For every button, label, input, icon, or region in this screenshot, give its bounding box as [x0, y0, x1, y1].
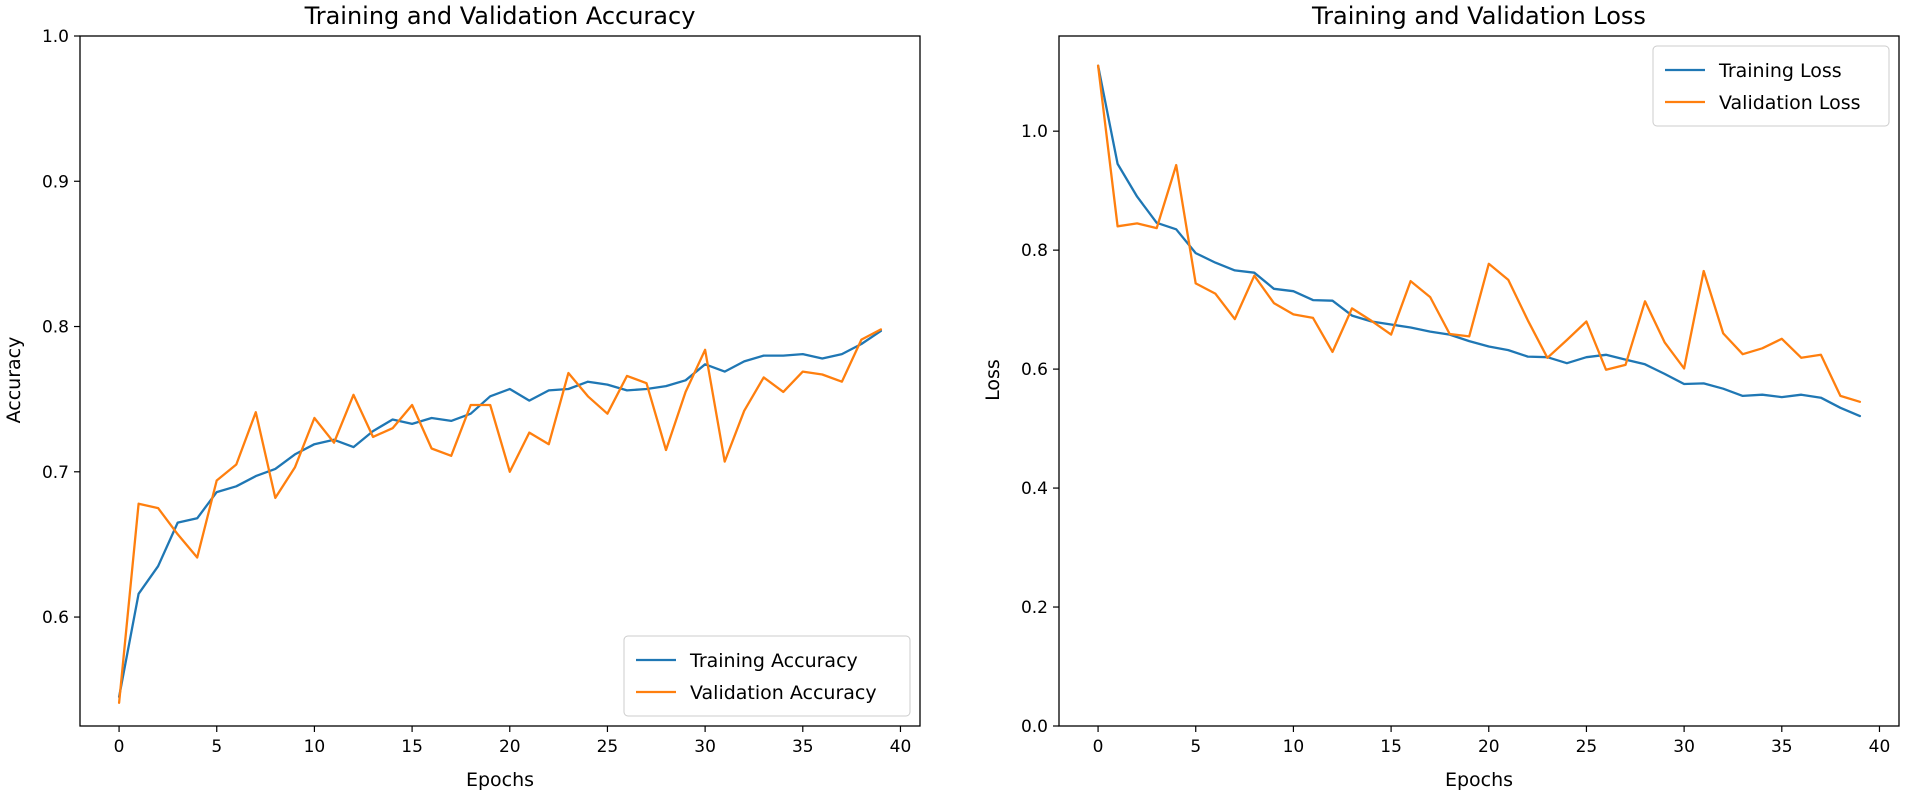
accuracy-chart-series-training-line — [117, 329, 883, 699]
loss-chart-y-tick-label: 0.6 — [1021, 360, 1048, 380]
accuracy-chart-x-tick-label: 25 — [597, 737, 619, 757]
accuracy-chart-x-tick-label: 35 — [792, 737, 814, 757]
accuracy-chart-x-tick-label: 40 — [890, 737, 912, 757]
loss-chart-x-tick-label: 10 — [1283, 737, 1305, 757]
loss-chart-legend-label: Validation Loss — [1719, 92, 1861, 114]
loss-chart-y-tick-label: 0.8 — [1021, 241, 1048, 261]
loss-chart-legend: Training Loss Validation Loss — [1652, 45, 1890, 127]
loss-chart-legend-label: Training Loss — [1718, 60, 1842, 82]
accuracy-chart: Training and Validation Accuracy Epochs … — [3, 2, 921, 791]
loss-chart-frame — [1058, 35, 1900, 727]
loss-chart-series-training-line — [1096, 64, 1862, 418]
loss-chart-x-tick-label: 25 — [1576, 737, 1598, 757]
accuracy-chart-frame — [79, 35, 921, 727]
accuracy-chart-y-tick-label: 0.6 — [42, 608, 69, 628]
loss-chart-series-validation-line — [1096, 64, 1862, 403]
loss-chart-x-tick-label: 5 — [1190, 737, 1201, 757]
accuracy-chart-plot-area: 0 5 10 15 20 25 30 35 40 0.6 0.7 0.8 0.9 1.0 Training … — [42, 27, 921, 757]
loss-chart-x-tick-label: 15 — [1380, 737, 1402, 757]
loss-chart-x-tick-label: 0 — [1093, 737, 1104, 757]
accuracy-chart-x-tick-label: 20 — [499, 737, 521, 757]
accuracy-chart-legend-label: Training Accuracy — [689, 650, 858, 672]
accuracy-chart-y-tick-label: 1.0 — [42, 27, 69, 47]
accuracy-chart-y-tick-label: 0.8 — [42, 318, 69, 338]
accuracy-chart-x-tick-label: 30 — [694, 737, 716, 757]
accuracy-chart-title: Training and Validation Accuracy — [304, 2, 696, 30]
loss-chart-y-tick-label: 0.4 — [1021, 479, 1048, 499]
loss-chart: Training and Validation Loss Epochs Loss… — [982, 2, 1900, 791]
accuracy-chart-legend-box — [623, 635, 911, 717]
loss-chart-legend-box — [1652, 45, 1890, 127]
loss-chart-y-tick-label: 0.0 — [1021, 717, 1048, 737]
accuracy-chart-x-tick-label: 0 — [114, 737, 125, 757]
accuracy-chart-x-tick-label: 15 — [401, 737, 423, 757]
accuracy-chart-xlabel: Epochs — [466, 769, 534, 791]
loss-chart-xlabel: Epochs — [1445, 769, 1513, 791]
loss-chart-x-tick-label: 35 — [1771, 737, 1793, 757]
accuracy-chart-y-tick-label: 0.7 — [42, 463, 69, 483]
loss-chart-x-tick-label: 30 — [1673, 737, 1695, 757]
accuracy-chart-y-tick-label: 0.9 — [42, 172, 69, 192]
loss-chart-plot-area: 0 5 10 15 20 25 30 35 40 0.0 0.2 0.4 0.6 0.8 1.0 Traini… — [1021, 35, 1900, 757]
accuracy-chart-series-validation-line — [117, 328, 883, 704]
loss-chart-y-tick-label: 0.2 — [1021, 598, 1048, 618]
accuracy-chart-legend-label: Validation Accuracy — [690, 682, 877, 704]
loss-chart-x-tick-label: 20 — [1478, 737, 1500, 757]
accuracy-chart-x-tick-label: 10 — [304, 737, 326, 757]
accuracy-chart-x-tick-label: 5 — [211, 737, 222, 757]
loss-chart-ylabel: Loss — [982, 359, 1004, 401]
accuracy-chart-ylabel: Accuracy — [3, 337, 25, 424]
accuracy-chart-legend: Training Accuracy Validation Accuracy — [623, 635, 911, 717]
loss-chart-x-tick-label: 40 — [1869, 737, 1891, 757]
loss-chart-title: Training and Validation Loss — [1311, 2, 1646, 30]
loss-chart-y-tick-label: 1.0 — [1021, 122, 1048, 142]
